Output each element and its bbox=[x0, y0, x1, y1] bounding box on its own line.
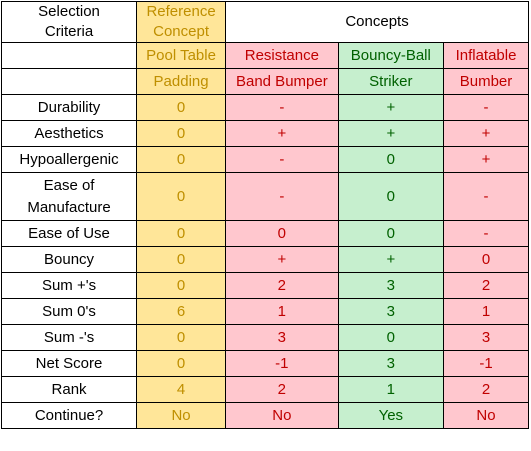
concept2-line1: Bouncy-Ball bbox=[350, 46, 431, 64]
reference-score-cell: 0 bbox=[136, 324, 227, 351]
criterion-cell: Bouncy bbox=[0, 246, 138, 273]
concept2-score-cell: 3 bbox=[337, 350, 445, 377]
concept2-header-2: Striker bbox=[337, 68, 445, 95]
concept3-score-cell: + bbox=[443, 120, 529, 147]
concept1-header-2: Band Bumper bbox=[225, 68, 339, 95]
criterion-cell: Rank bbox=[0, 376, 138, 403]
selection-criteria-header: Selection Criteria bbox=[0, 1, 138, 43]
concept2-score-cell: 1 bbox=[337, 376, 445, 403]
criterion-line2: Manufacture bbox=[27, 198, 111, 216]
concept3-score-cell: - bbox=[443, 94, 529, 121]
concept1-score-cell: 3 bbox=[225, 324, 339, 351]
table-row: Sum 0's 6 1 3 1 bbox=[0, 298, 529, 325]
concept2-score-cell: 0 bbox=[337, 146, 445, 173]
reference-score-cell: 0 bbox=[136, 146, 227, 173]
concept1-score-cell: 2 bbox=[225, 376, 339, 403]
concept1-score-cell: 1 bbox=[225, 298, 339, 325]
concept1-score-cell: - bbox=[225, 172, 339, 221]
concept2-score-cell: + bbox=[337, 120, 445, 147]
concept3-score-cell: 1 bbox=[443, 298, 529, 325]
selection-criteria-line2: Criteria bbox=[44, 23, 94, 40]
concept1-score-cell: + bbox=[225, 246, 339, 273]
selection-criteria-line1: Selection bbox=[38, 3, 100, 20]
concept3-line1: Inflatable bbox=[455, 46, 517, 64]
table-row: Rank 4 2 1 2 bbox=[0, 376, 529, 403]
concept1-line1: Resistance bbox=[244, 46, 319, 64]
reference-score-cell: 0 bbox=[136, 94, 227, 121]
concept2-score-cell: 0 bbox=[337, 220, 445, 247]
reference-name-header-2: Padding bbox=[136, 68, 227, 95]
concept2-score-cell: + bbox=[337, 246, 445, 273]
criteria-subheader-blank-2 bbox=[0, 68, 138, 95]
criterion-cell: Aesthetics bbox=[0, 120, 138, 147]
criteria-subheader-blank bbox=[0, 42, 138, 69]
reference-score-cell: 0 bbox=[136, 220, 227, 247]
criterion-cell: Sum -'s bbox=[0, 324, 138, 351]
concept1-header: Resistance bbox=[225, 42, 339, 69]
reference-score-cell: No bbox=[136, 402, 227, 429]
concept3-header: Inflatable bbox=[443, 42, 529, 69]
table-row: Continue? No No Yes No bbox=[0, 402, 529, 429]
reference-score-cell: 0 bbox=[136, 120, 227, 147]
concept1-score-cell: + bbox=[225, 120, 339, 147]
concept3-score-cell: -1 bbox=[443, 350, 529, 377]
concept3-score-cell: 3 bbox=[443, 324, 529, 351]
table-row: Ease of Use 0 0 0 - bbox=[0, 220, 529, 247]
reference-concept-header: Reference Concept bbox=[136, 1, 227, 43]
concept3-header-2: Bumber bbox=[443, 68, 529, 95]
criterion-cell: Continue? bbox=[0, 402, 138, 429]
concept3-score-cell: - bbox=[443, 172, 529, 221]
concept2-score-cell: 0 bbox=[337, 172, 445, 221]
concept1-score-cell: - bbox=[225, 94, 339, 121]
concept3-score-cell: - bbox=[443, 220, 529, 247]
reference-score-cell: 0 bbox=[136, 172, 227, 221]
criterion-line1: Ease of bbox=[43, 176, 95, 194]
concept2-score-cell: 0 bbox=[337, 324, 445, 351]
concept2-score-cell: Yes bbox=[337, 402, 445, 429]
reference-score-cell: 0 bbox=[136, 246, 227, 273]
reference-name-line1: Pool Table bbox=[146, 46, 216, 64]
concept1-score-cell: 2 bbox=[225, 272, 339, 299]
concept3-score-cell: 0 bbox=[443, 246, 529, 273]
concept2-score-cell: 3 bbox=[337, 298, 445, 325]
reference-score-cell: 0 bbox=[136, 272, 227, 299]
reference-score-cell: 0 bbox=[136, 350, 227, 377]
table-row: Net Score 0 -1 3 -1 bbox=[0, 350, 529, 377]
concept3-score-cell: No bbox=[443, 402, 529, 429]
concept2-score-cell: + bbox=[337, 94, 445, 121]
reference-score-cell: 6 bbox=[136, 298, 227, 325]
concepts-header: Concepts bbox=[225, 1, 529, 43]
concept2-header: Bouncy-Ball bbox=[337, 42, 445, 69]
table-row: Hypoallergenic 0 - 0 + bbox=[0, 146, 529, 173]
criterion-cell: Net Score bbox=[0, 350, 138, 377]
table-row: Ease of Manufacture 0 - 0 - bbox=[0, 172, 529, 221]
header-row-3: Padding Band Bumper Striker Bumber bbox=[0, 68, 529, 95]
table-row: Sum +'s 0 2 3 2 bbox=[0, 272, 529, 299]
table-row: Sum -'s 0 3 0 3 bbox=[0, 324, 529, 351]
criterion-cell: Durability bbox=[0, 94, 138, 121]
criterion-cell: Hypoallergenic bbox=[0, 146, 138, 173]
concept1-score-cell: - bbox=[225, 146, 339, 173]
criterion-cell: Ease of Manufacture bbox=[0, 172, 138, 221]
criterion-cell: Sum 0's bbox=[0, 298, 138, 325]
table-row: Bouncy 0 + + 0 bbox=[0, 246, 529, 273]
concept3-score-cell: 2 bbox=[443, 272, 529, 299]
reference-concept-line1: Reference bbox=[146, 3, 216, 20]
concept1-score-cell: No bbox=[225, 402, 339, 429]
criterion-cell: Sum +'s bbox=[0, 272, 138, 299]
concept1-score-cell: 0 bbox=[225, 220, 339, 247]
table-row: Aesthetics 0 + + + bbox=[0, 120, 529, 147]
header-row-2: Pool Table Resistance Bouncy-Ball Inflat… bbox=[0, 42, 529, 69]
concept1-score-cell: -1 bbox=[225, 350, 339, 377]
reference-name-header: Pool Table bbox=[136, 42, 227, 69]
criterion-cell: Ease of Use bbox=[0, 220, 138, 247]
selection-matrix-table: Selection Criteria Reference Concept Con… bbox=[0, 1, 529, 429]
concept3-score-cell: 2 bbox=[443, 376, 529, 403]
table-row: Durability 0 - + - bbox=[0, 94, 529, 121]
concept2-score-cell: 3 bbox=[337, 272, 445, 299]
reference-concept-line2: Concept bbox=[153, 23, 209, 40]
concept3-score-cell: + bbox=[443, 146, 529, 173]
reference-score-cell: 4 bbox=[136, 376, 227, 403]
